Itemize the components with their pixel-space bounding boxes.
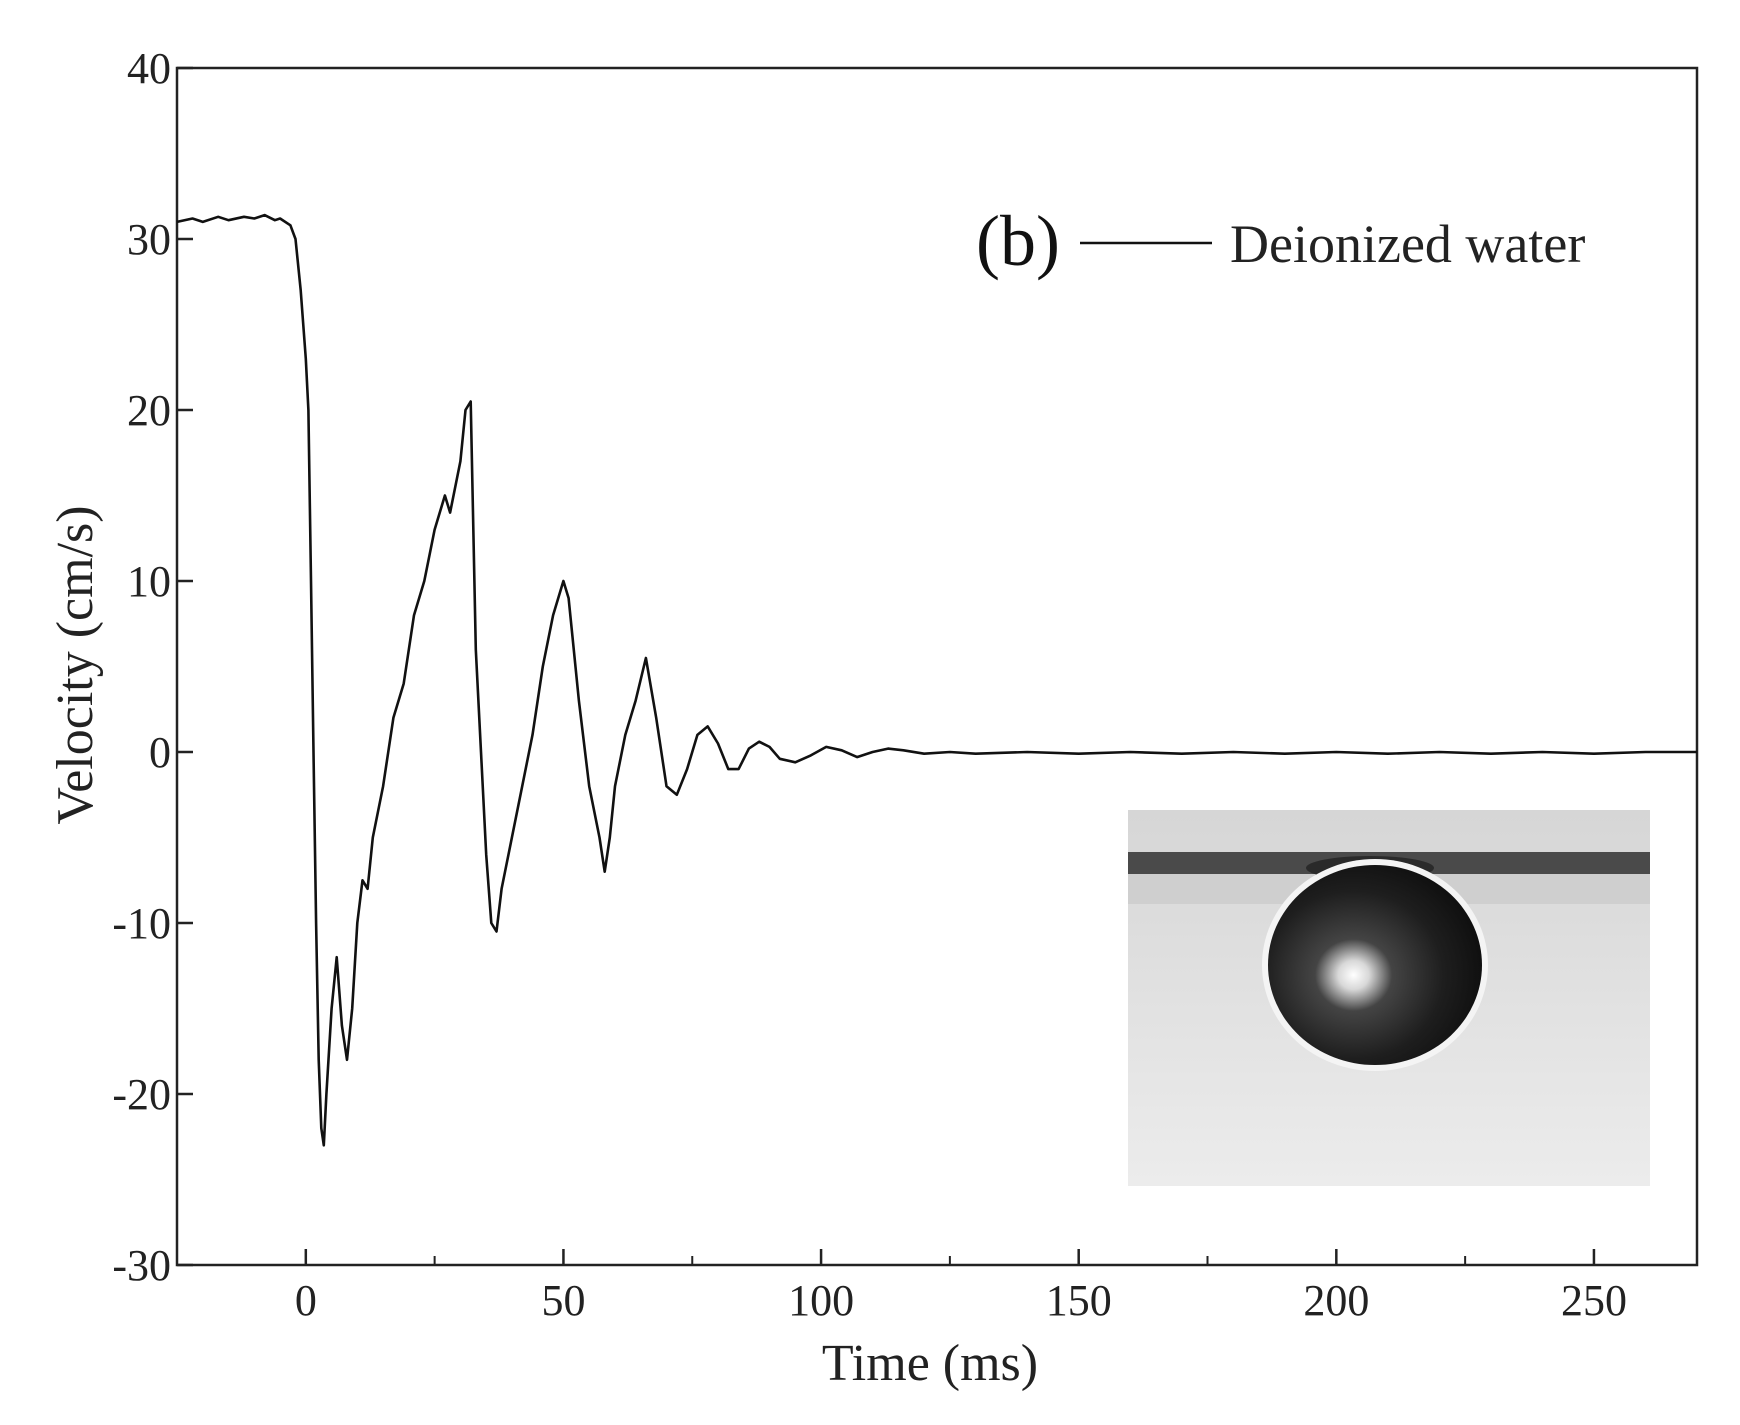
legend: (b) Deionized water — [976, 201, 1585, 281]
y-tick-label: 0 — [149, 728, 171, 777]
y-tick-label: -30 — [112, 1241, 171, 1290]
series-line-deionized-water — [176, 213, 1697, 1147]
plot-frame — [175, 66, 1699, 1267]
x-tick-label: 100 — [788, 1276, 854, 1325]
x-tick-label: 150 — [1046, 1276, 1112, 1325]
legend-label-deionized-water: Deionized water — [1230, 214, 1585, 274]
y-axis-title: Velocity (cm/s) — [47, 505, 104, 824]
x-axis-title: Time (ms) — [822, 1335, 1038, 1392]
y-tick-label: -20 — [112, 1070, 171, 1119]
inset-droplet — [1268, 865, 1482, 1065]
x-axis-ticks: 0 50 100 150 200 250 — [295, 1249, 1627, 1325]
y-tick-label: 40 — [127, 44, 171, 93]
y-axis-ticks: -30 -20 -10 0 10 20 30 40 — [112, 44, 193, 1290]
inset-droplet-photo — [1128, 810, 1650, 1186]
x-tick-label: 50 — [541, 1276, 585, 1325]
y-tick-label: 30 — [127, 215, 171, 264]
x-tick-label: 0 — [295, 1276, 317, 1325]
y-tick-label: 10 — [127, 557, 171, 606]
panel-label: (b) — [976, 201, 1060, 281]
y-tick-label: -10 — [112, 899, 171, 948]
x-tick-label: 200 — [1303, 1276, 1369, 1325]
x-tick-label: 250 — [1561, 1276, 1627, 1325]
y-tick-label: 20 — [127, 386, 171, 435]
